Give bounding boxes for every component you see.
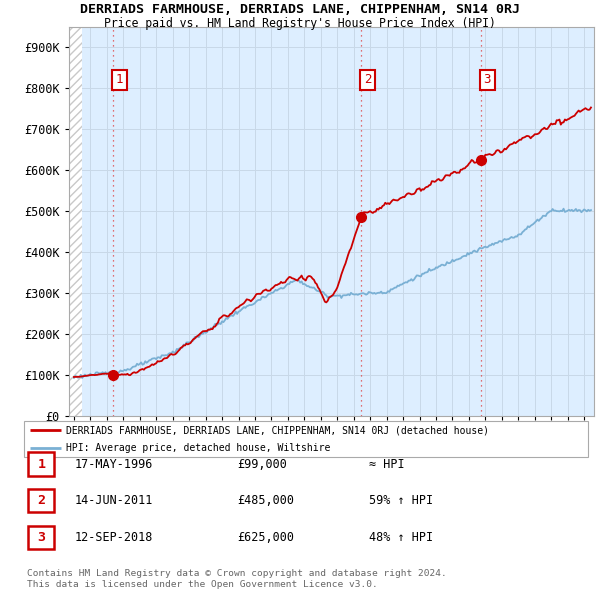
Text: 17-MAY-1996: 17-MAY-1996 [75,457,154,471]
Bar [28,453,55,476]
Text: 14-JUN-2011: 14-JUN-2011 [75,494,154,507]
Bar [69,27,82,416]
Text: Price paid vs. HM Land Registry's House Price Index (HPI): Price paid vs. HM Land Registry's House … [104,17,496,30]
Bar [28,526,55,549]
Text: 1: 1 [116,73,123,86]
Text: 48% ↑ HPI: 48% ↑ HPI [369,530,433,544]
Text: HPI: Average price, detached house, Wiltshire: HPI: Average price, detached house, Wilt… [66,442,331,453]
Text: Contains HM Land Registry data © Crown copyright and database right 2024.
This d: Contains HM Land Registry data © Crown c… [27,569,447,589]
Text: ≈ HPI: ≈ HPI [369,457,404,471]
Text: DERRIADS FARMHOUSE, DERRIADS LANE, CHIPPENHAM, SN14 0RJ (detached house): DERRIADS FARMHOUSE, DERRIADS LANE, CHIPP… [66,425,490,435]
Text: 1: 1 [37,457,46,471]
Text: 3: 3 [484,73,491,86]
Text: 2: 2 [364,73,371,86]
Text: 59% ↑ HPI: 59% ↑ HPI [369,494,433,507]
Text: £625,000: £625,000 [237,530,294,544]
Text: 12-SEP-2018: 12-SEP-2018 [75,530,154,544]
Text: 2: 2 [37,494,46,507]
Text: 3: 3 [37,530,46,544]
Text: £99,000: £99,000 [237,457,287,471]
Text: DERRIADS FARMHOUSE, DERRIADS LANE, CHIPPENHAM, SN14 0RJ: DERRIADS FARMHOUSE, DERRIADS LANE, CHIPP… [80,3,520,16]
Bar [28,489,55,512]
Text: £485,000: £485,000 [237,494,294,507]
